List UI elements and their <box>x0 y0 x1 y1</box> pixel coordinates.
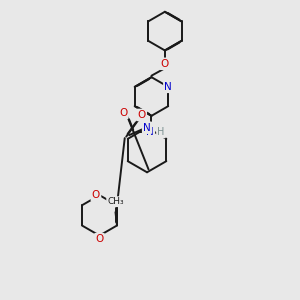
Text: O: O <box>161 59 169 69</box>
Text: O: O <box>92 190 100 200</box>
Text: H: H <box>157 127 165 137</box>
Text: N: N <box>164 82 172 92</box>
Text: N: N <box>146 127 154 137</box>
Text: O: O <box>138 110 146 120</box>
Text: O: O <box>95 234 104 244</box>
Text: CH₃: CH₃ <box>107 197 124 206</box>
Text: N: N <box>143 123 151 133</box>
Text: O: O <box>119 108 128 118</box>
